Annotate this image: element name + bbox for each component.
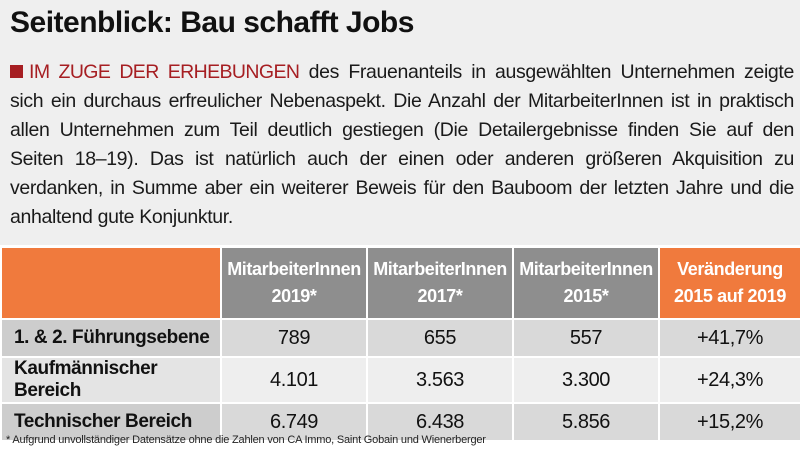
column-header-2015: MitarbeiterInnen 2015* (512, 246, 660, 320)
cell-change: +41,7% (658, 318, 800, 358)
table-corner-cell (0, 246, 222, 320)
table-row: Technischer Bereich 6.749 6.438 5.856 +1… (0, 402, 800, 442)
cell-2019: 6.749 (220, 402, 368, 442)
cell-2017: 6.438 (366, 402, 514, 442)
cell-change: +15,2% (658, 402, 800, 442)
article-title: Seitenblick: Bau schafft Jobs (10, 6, 414, 39)
row-label: Technischer Bereich (0, 402, 222, 442)
cell-2017: 655 (366, 318, 514, 358)
intro-lead: IM ZUGE DER ERHEBUNGEN (29, 61, 300, 83)
table-header-row: MitarbeiterInnen 2019* MitarbeiterInnen 20… (0, 246, 800, 320)
cell-2019: 4.101 (220, 356, 368, 404)
row-label: 1. & 2. Führungsebene (0, 318, 222, 358)
article-header: Seitenblick: Bau schafft Jobs IM ZUGE DE… (0, 0, 800, 245)
cell-2015: 557 (512, 318, 660, 358)
column-header-2019: MitarbeiterInnen 2019* (220, 246, 368, 320)
cell-2015: 3.300 (512, 356, 660, 404)
cell-2015: 5.856 (512, 402, 660, 442)
intro-text: des Frauenanteils in ausgewählten Untern… (10, 61, 794, 228)
cell-change: +24,3% (658, 356, 800, 404)
intro-paragraph: IM ZUGE DER ERHEBUNGEN des Frauenanteils… (10, 58, 794, 232)
table-row: 1. & 2. Führungsebene 789 655 557 +41,7% (0, 318, 800, 358)
column-header-change: Veränderung 2015 auf 2019 (658, 246, 800, 320)
cell-2017: 3.563 (366, 356, 514, 404)
cell-2019: 789 (220, 318, 368, 358)
row-label: Kaufmännischer Bereich (0, 356, 222, 404)
square-bullet-icon (10, 65, 23, 78)
column-header-2017: MitarbeiterInnen 2017* (366, 246, 514, 320)
table-footnote: * Aufgrund unvollständiger Datensätze oh… (6, 434, 486, 446)
table-row: Kaufmännischer Bereich 4.101 3.563 3.300… (0, 356, 800, 404)
employee-table: MitarbeiterInnen 2019* MitarbeiterInnen 20… (0, 246, 800, 442)
